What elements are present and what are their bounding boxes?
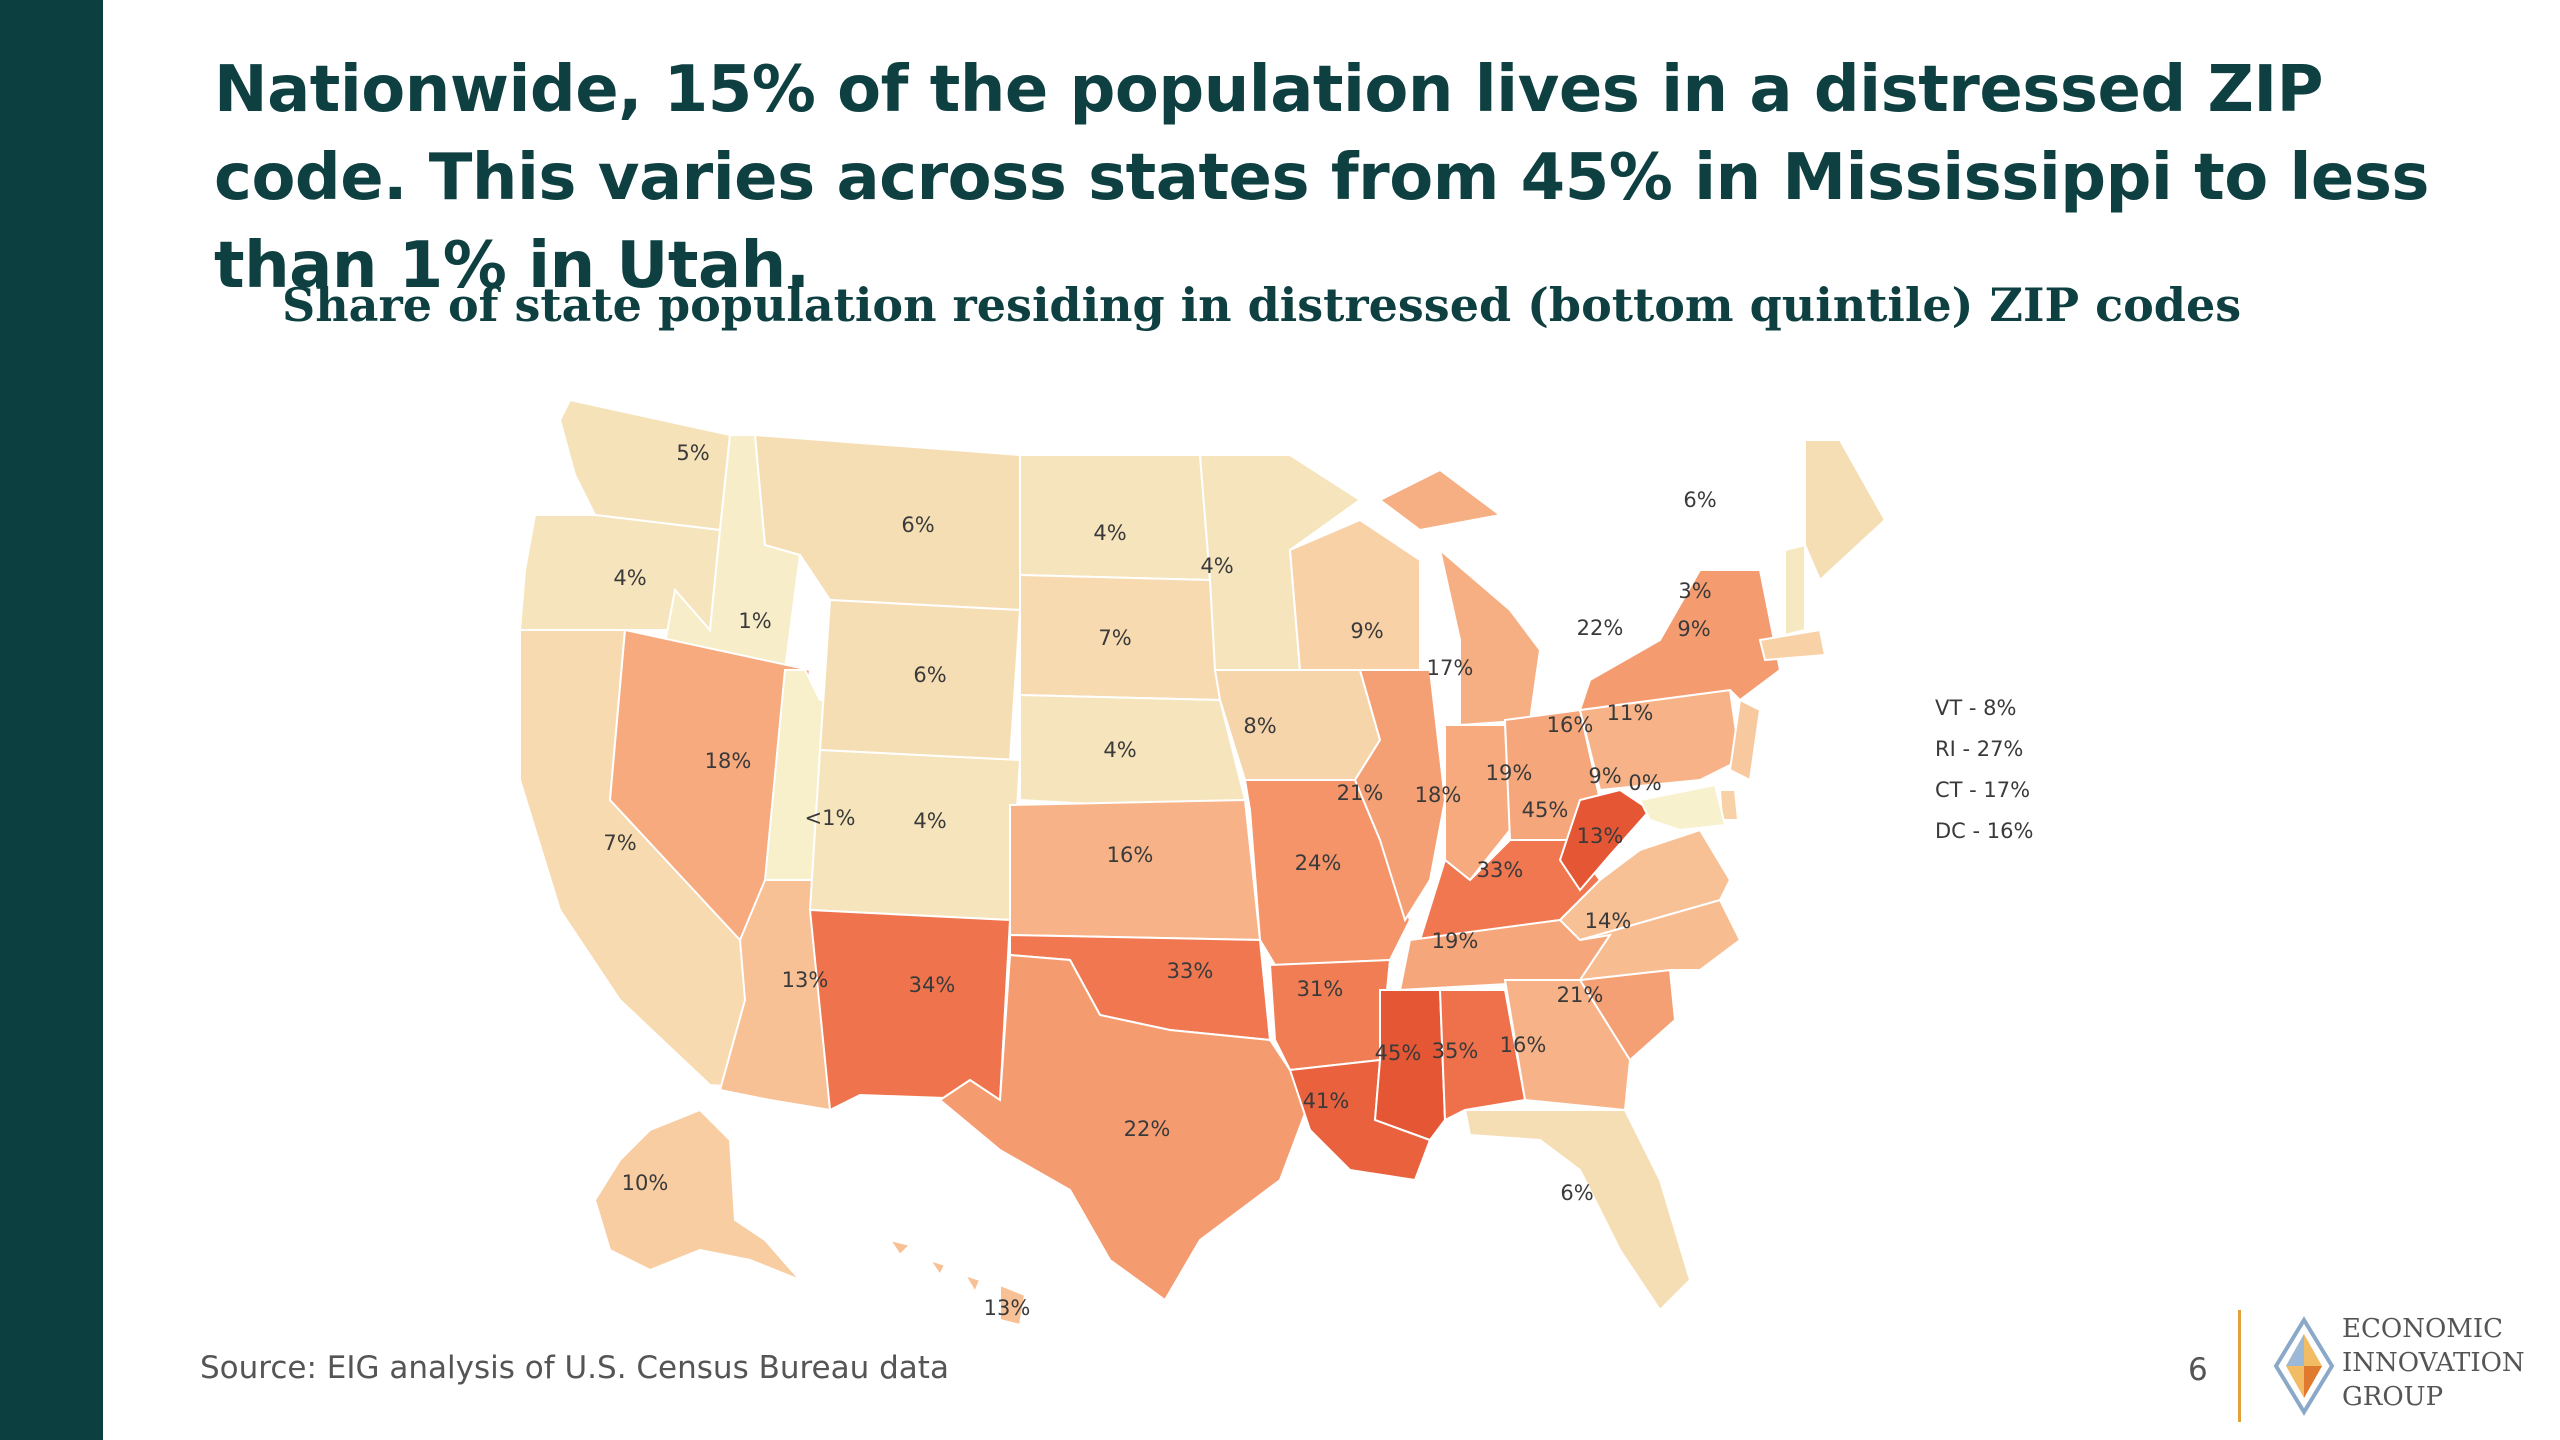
small-states-list: VT - 8% RI - 27% CT - 17% DC - 16% <box>1935 688 2033 852</box>
state-label-la: 41% <box>1303 1089 1350 1113</box>
state-label-tn: 19% <box>1432 929 1479 953</box>
state-label-oh: 19% <box>1486 761 1533 785</box>
state-label-pa: 16% <box>1547 713 1594 737</box>
state-tx <box>938 953 1312 1302</box>
state-label-id: 1% <box>738 609 771 633</box>
state-fl <box>1463 1109 1692 1312</box>
state-label-il: 21% <box>1337 781 1384 805</box>
state-label-ar: 31% <box>1297 977 1344 1001</box>
state-ma <box>1758 628 1827 662</box>
state-label-ny: 22% <box>1577 616 1624 640</box>
state-wi <box>1288 518 1421 671</box>
state-label-va: 13% <box>1577 824 1624 848</box>
state-nj <box>1728 698 1762 782</box>
state-il <box>1353 669 1447 923</box>
logo-line-1: ECONOMIC <box>2342 1314 2504 1344</box>
state-wv <box>1558 788 1652 892</box>
state-label-wv: 45% <box>1522 798 1569 822</box>
state-label-ky: 33% <box>1477 858 1524 882</box>
eig-logo: ECONOMIC INNOVATION GROUP <box>2238 1306 2538 1426</box>
state-label-fl: 6% <box>1560 1181 1593 1205</box>
state-label-wy: 6% <box>913 663 946 687</box>
state-label-ok: 33% <box>1167 959 1214 983</box>
headline: Nationwide, 15% of the population lives … <box>214 53 2430 303</box>
state-me <box>1804 439 1887 582</box>
state-label-in: 18% <box>1415 783 1462 807</box>
state-label-nj: 11% <box>1607 701 1654 725</box>
state-label-wa: 5% <box>676 441 709 465</box>
state-nh <box>1784 543 1806 637</box>
state-hi <box>887 1238 1027 1327</box>
state-label-tx: 22% <box>1124 1117 1171 1141</box>
state-nm <box>808 908 1012 1112</box>
diamond-logo-icon <box>2274 1316 2334 1416</box>
state-label-mn: 4% <box>1200 554 1233 578</box>
us-map: 5% 4% 7% 1% 18% <1% 13% 6% 6% 4% 34% 4% 7% 4% 16% 33% 22… <box>500 380 2080 1360</box>
state-label-ma: 9% <box>1677 617 1710 641</box>
state-label-ms: 45% <box>1375 1041 1422 1065</box>
state-label-mt: 6% <box>901 513 934 537</box>
state-label-mi: 17% <box>1427 656 1474 680</box>
state-label-nm: 34% <box>909 973 956 997</box>
state-label-nh: 3% <box>1678 579 1711 603</box>
state-ms <box>1373 989 1447 1142</box>
state-md <box>1638 783 1727 832</box>
state-va <box>1558 828 1732 942</box>
state-label-or: 4% <box>613 566 646 590</box>
state-ny <box>1578 569 1782 712</box>
state-wa <box>558 398 732 532</box>
state-label-ca: 7% <box>603 831 636 855</box>
labels-layer: 5% 4% 7% 1% 18% <1% 13% 6% 6% 4% 34% 4% 7% 4% 16% 33% 22… <box>603 441 1716 1320</box>
state-ak <box>593 1108 801 1281</box>
states-layer <box>518 398 1887 1327</box>
state-ia <box>1213 669 1382 781</box>
logo-wordmark: ECONOMIC INNOVATION GROUP <box>2342 1312 2525 1414</box>
state-co <box>808 748 1022 922</box>
state-label-co: 4% <box>913 809 946 833</box>
state-label-az: 13% <box>782 968 829 992</box>
map-subtitle: Share of state population residing in di… <box>282 278 2242 332</box>
state-label-wi: 9% <box>1350 619 1383 643</box>
left-accent-bar <box>0 0 103 1440</box>
logo-divider <box>2238 1310 2241 1422</box>
state-label-md: 0% <box>1628 771 1661 795</box>
small-state-ri: RI - 27% <box>1935 737 2024 761</box>
state-ks <box>1009 798 1262 942</box>
logo-line-2: INNOVATION <box>2342 1348 2525 1378</box>
state-nd <box>1019 454 1212 582</box>
state-label-nd: 4% <box>1093 521 1126 545</box>
logo-line-3: GROUP <box>2342 1382 2444 1412</box>
state-label-ga: 16% <box>1500 1033 1547 1057</box>
state-label-sd: 7% <box>1098 626 1131 650</box>
small-state-dc: DC - 16% <box>1935 819 2034 843</box>
state-label-hi: 13% <box>984 1296 1031 1320</box>
state-in <box>1444 724 1512 882</box>
state-label-de: 9% <box>1588 764 1621 788</box>
state-label-me: 6% <box>1683 488 1716 512</box>
state-label-al: 35% <box>1432 1039 1479 1063</box>
small-state-vt: VT - 8% <box>1935 696 2017 720</box>
state-label-ut: <1% <box>805 806 856 830</box>
state-label-nv: 18% <box>705 749 752 773</box>
state-al <box>1438 989 1527 1122</box>
state-label-ne: 4% <box>1103 738 1136 762</box>
state-nc <box>1577 898 1742 982</box>
state-label-ks: 16% <box>1107 843 1154 867</box>
state-label-sc: 21% <box>1557 983 1604 1007</box>
page-number: 6 <box>2188 1352 2208 1388</box>
source-note: Source: EIG analysis of U.S. Census Bure… <box>200 1350 949 1386</box>
small-state-ct: CT - 17% <box>1935 778 2031 802</box>
us-map-svg: 5% 4% 7% 1% 18% <1% 13% 6% 6% 4% 34% 4% 7% 4% 16% 33% 22… <box>518 398 1887 1327</box>
state-label-nc: 14% <box>1585 909 1632 933</box>
state-label-ia: 8% <box>1243 714 1276 738</box>
state-label-mo: 24% <box>1295 851 1342 875</box>
state-ga <box>1503 979 1632 1112</box>
state-label-ak: 10% <box>622 1171 669 1195</box>
